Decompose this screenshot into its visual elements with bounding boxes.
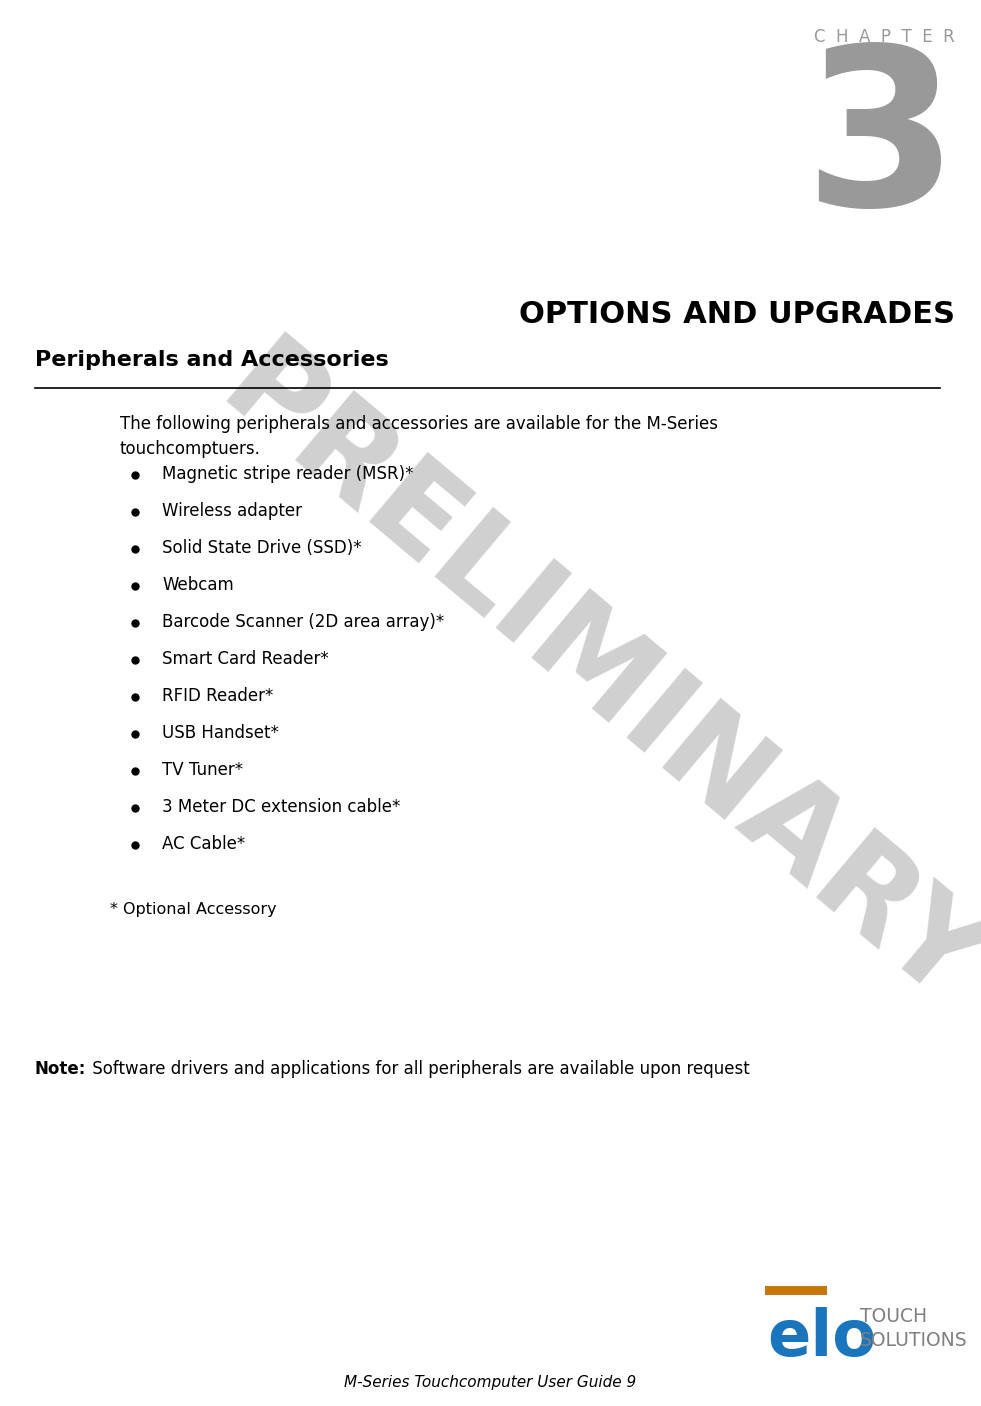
Text: 3 Meter DC extension cable*: 3 Meter DC extension cable* (162, 799, 400, 815)
Text: Smart Card Reader*: Smart Card Reader* (162, 650, 329, 668)
Text: Barcode Scanner (2D area array)*: Barcode Scanner (2D area array)* (162, 613, 444, 631)
Text: Peripherals and Accessories: Peripherals and Accessories (35, 350, 388, 370)
Text: PRELIMINARY: PRELIMINARY (196, 328, 981, 1032)
Text: touchcomptuers.: touchcomptuers. (120, 440, 261, 458)
Text: elo: elo (767, 1308, 876, 1369)
Text: M-Series Touchcomputer User Guide 9: M-Series Touchcomputer User Guide 9 (344, 1375, 636, 1389)
Text: The following peripherals and accessories are available for the M-Series: The following peripherals and accessorie… (120, 415, 718, 433)
Text: RFID Reader*: RFID Reader* (162, 688, 274, 704)
Text: Magnetic stripe reader (MSR)*: Magnetic stripe reader (MSR)* (162, 465, 414, 484)
Text: Solid State Drive (SSD)*: Solid State Drive (SSD)* (162, 538, 362, 557)
Text: Wireless adapter: Wireless adapter (162, 502, 302, 520)
Text: C  H  A  P  T  E  R: C H A P T E R (814, 28, 955, 46)
Text: TV Tuner*: TV Tuner* (162, 761, 243, 779)
Text: 3: 3 (803, 38, 958, 252)
Text: USB Handset*: USB Handset* (162, 724, 279, 742)
Text: OPTIONS AND UPGRADES: OPTIONS AND UPGRADES (519, 299, 955, 329)
Text: Webcam: Webcam (162, 576, 233, 593)
Text: TOUCH
SOLUTIONS: TOUCH SOLUTIONS (860, 1308, 967, 1350)
Text: Software drivers and applications for all peripherals are available upon request: Software drivers and applications for al… (87, 1060, 749, 1078)
Text: * Optional Accessory: * Optional Accessory (110, 903, 277, 917)
Text: AC Cable*: AC Cable* (162, 835, 245, 853)
Bar (765, 1286, 827, 1295)
Text: Note:: Note: (35, 1060, 86, 1078)
